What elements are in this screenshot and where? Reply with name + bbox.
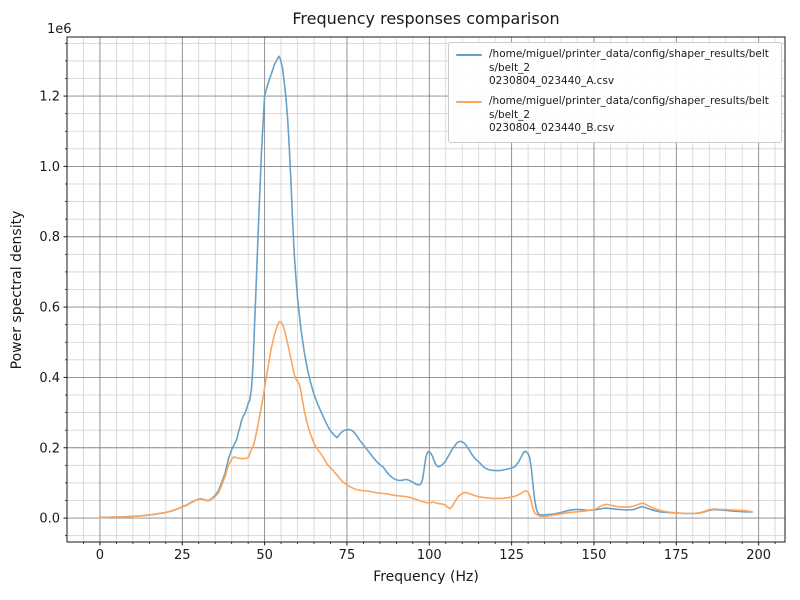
- series-line-b: [99, 320, 753, 519]
- legend: /home/miguel/printer_data/config/shaper_…: [448, 42, 782, 143]
- y-axis-label: Power spectral density: [9, 211, 25, 370]
- legend-label-a-line2: 0230804_023440_A.csv: [489, 75, 615, 88]
- legend-label-b-line2: 0230804_023440_B.csv: [489, 122, 615, 135]
- legend-entry-belt-b: /home/miguel/printer_data/config/shaper_…: [456, 95, 775, 136]
- legend-line-sample-b: [456, 100, 482, 103]
- legend-entry-belt-a: /home/miguel/printer_data/config/shaper_…: [456, 48, 775, 89]
- y-tick-label: 0.6: [39, 301, 60, 316]
- x-tick-label: 125: [499, 548, 524, 563]
- y-tick-label: 0.2: [39, 441, 60, 456]
- x-tick-label: 175: [664, 548, 689, 563]
- grid-minor: [67, 37, 785, 542]
- x-tick-label: 50: [256, 548, 273, 563]
- y-tick-label: 0.0: [39, 512, 60, 527]
- y-tick-label: 1.2: [39, 90, 60, 105]
- axis-tick-labels: 0 25 50 75 100 125 150 175 200 0.0 0.2 0.4 0.6 0.8 1.0…: [39, 90, 771, 563]
- legend-label-a: /home/miguel/printer_data/config/shaper_…: [489, 48, 775, 89]
- x-axis-label: Frequency (Hz): [373, 569, 479, 585]
- x-tick-label: 0: [96, 548, 104, 563]
- legend-label-b-line1: /home/miguel/printer_data/config/shaper_…: [489, 94, 769, 121]
- legend-line-sample-a: [456, 54, 482, 56]
- y-tick-label: 0.8: [39, 230, 60, 245]
- x-tick-label: 75: [339, 548, 356, 563]
- legend-label-a-line1: /home/miguel/printer_data/config/shaper_…: [489, 48, 769, 74]
- chart-title: Frequency responses comparison: [292, 9, 559, 28]
- y-tick-label: 1.0: [39, 160, 60, 175]
- x-tick-label: 200: [746, 548, 771, 563]
- legend-label-b: /home/miguel/printer_data/config/shaper_…: [489, 95, 775, 136]
- y-axis-offset-text: 1e6: [47, 22, 72, 37]
- axis-ticks: [63, 42, 776, 546]
- y-tick-label: 0.4: [39, 371, 60, 386]
- x-tick-label: 25: [174, 548, 191, 563]
- x-tick-label: 100: [417, 548, 442, 563]
- series-lines: [99, 55, 753, 519]
- series-line-a: [99, 55, 753, 519]
- x-tick-label: 150: [582, 548, 607, 563]
